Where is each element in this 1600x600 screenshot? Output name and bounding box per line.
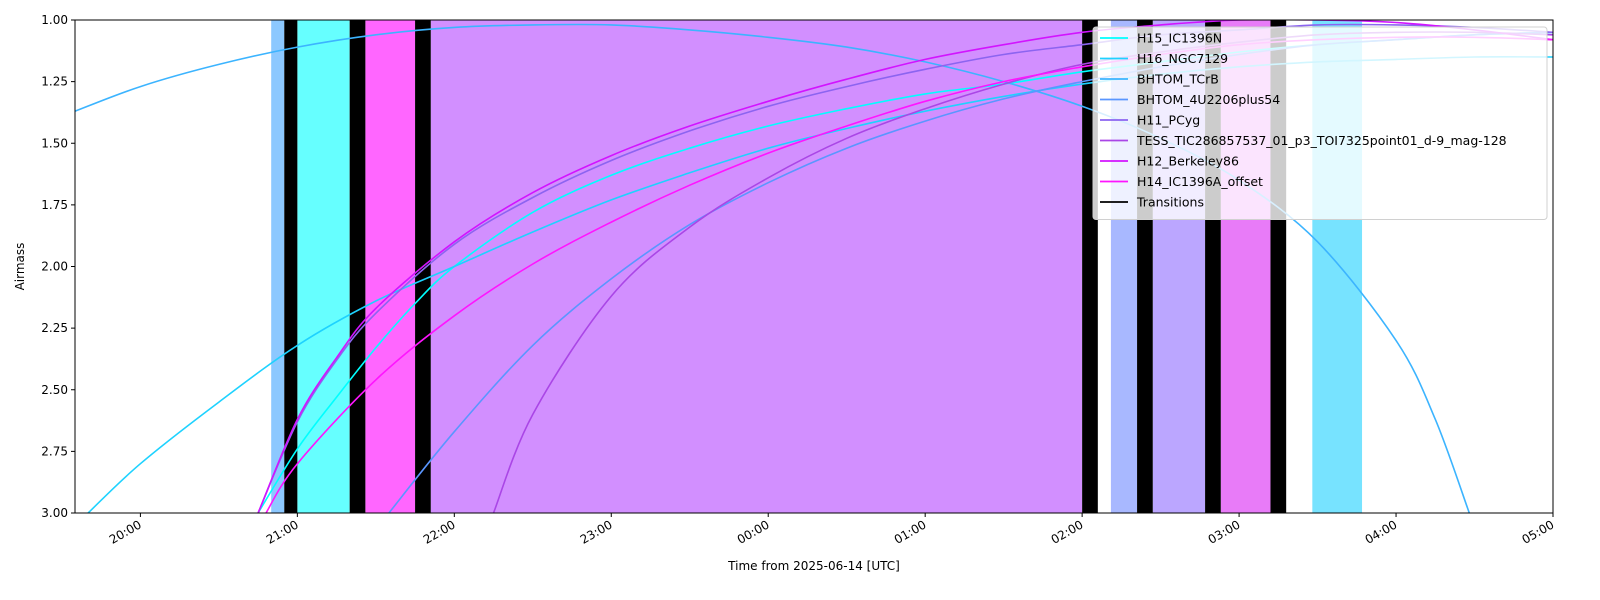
legend-entry: Transitions bbox=[1136, 195, 1204, 210]
y-tick-label: 1.25 bbox=[41, 75, 68, 89]
y-axis-label: Airmass bbox=[13, 243, 27, 291]
legend-entry: BHTOM_TCrB bbox=[1137, 72, 1219, 87]
legend-box bbox=[1092, 26, 1548, 220]
legend-entry: H14_IC1396A_offset bbox=[1137, 174, 1263, 189]
x-tick-label: 01:00 bbox=[892, 517, 929, 546]
x-tick-label: 22:00 bbox=[421, 517, 458, 546]
legend-entry: BHTOM_4U2206plus54 bbox=[1137, 92, 1280, 107]
y-tick-label: 1.75 bbox=[41, 198, 68, 212]
y-tick-label: 1.50 bbox=[41, 136, 68, 150]
x-tick-label: 20:00 bbox=[107, 517, 144, 546]
legend-entry: H16_NGC7129 bbox=[1137, 51, 1228, 66]
legend-entry: H11_PCyg bbox=[1137, 113, 1200, 128]
x-axis: 20:00 21:00 22:00 23:00 00:00 01:00 02:00 03:00… bbox=[107, 513, 1557, 547]
y-axis: 1.00 1.25 1.50 1.75 2.00 2.25 2.50 2.75 3.00 bbox=[41, 13, 75, 520]
y-tick-label: 2.00 bbox=[41, 260, 68, 274]
series-line bbox=[75, 23, 1471, 513]
legend-entry: H12_Berkeley86 bbox=[1137, 154, 1239, 169]
x-tick-label: 05:00 bbox=[1520, 517, 1557, 546]
x-tick-label: 23:00 bbox=[578, 517, 615, 546]
legend: H15_IC1396N H16_NGC7129 BHTOM_TCrB BHTOM_4U… bbox=[1092, 26, 1548, 220]
y-tick-label: 2.75 bbox=[41, 444, 68, 458]
x-tick-label: 00:00 bbox=[735, 517, 772, 546]
y-tick-label: 2.50 bbox=[41, 383, 68, 397]
x-tick-label: 03:00 bbox=[1206, 517, 1243, 546]
y-tick-label: 2.25 bbox=[41, 321, 68, 335]
transition-band bbox=[349, 20, 366, 513]
target-band bbox=[297, 20, 350, 513]
series-line bbox=[257, 23, 1553, 513]
series-layer bbox=[75, 20, 1553, 513]
x-tick-label: 21:00 bbox=[264, 517, 301, 546]
series-line bbox=[257, 20, 1553, 513]
x-axis-label: Time from 2025-06-14 [UTC] bbox=[727, 559, 900, 573]
transition-band bbox=[284, 20, 298, 513]
legend-entry: TESS_TIC286857537_01_p3_TOI7325point01_d… bbox=[1136, 133, 1507, 148]
y-tick-label: 1.00 bbox=[41, 13, 68, 27]
target-band bbox=[271, 20, 285, 513]
x-tick-label: 04:00 bbox=[1363, 517, 1400, 546]
y-tick-label: 3.00 bbox=[41, 506, 68, 520]
x-tick-label: 02:00 bbox=[1049, 517, 1086, 546]
target-band bbox=[365, 20, 416, 513]
legend-entry: H15_IC1396N bbox=[1137, 31, 1222, 46]
